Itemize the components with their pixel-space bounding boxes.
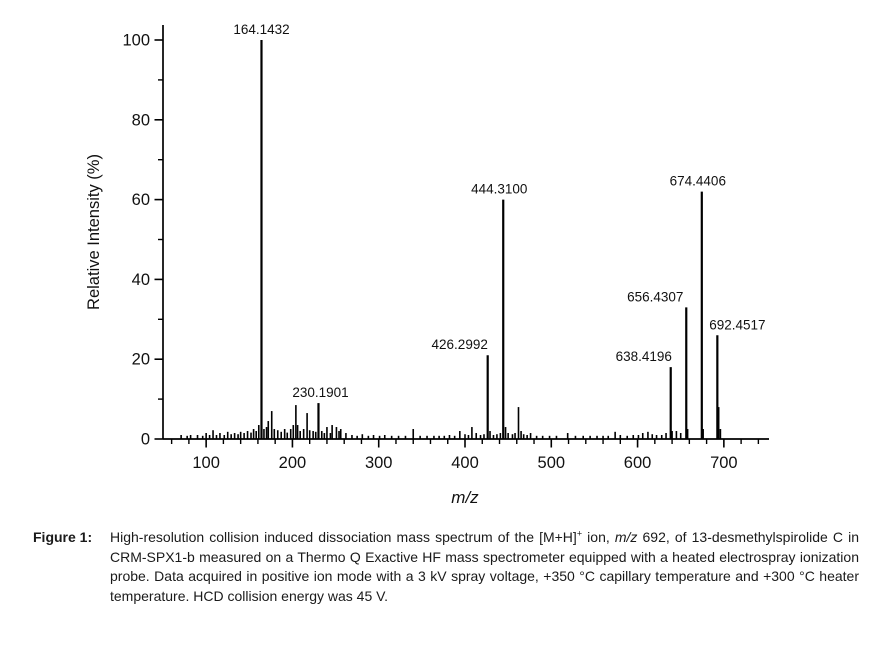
x-tick-label: 500 [538, 454, 566, 472]
y-tick-label: 80 [132, 111, 150, 129]
figure-caption-label: Figure 1: [33, 529, 93, 545]
x-tick-label: 200 [279, 454, 307, 472]
peak-label: 444.3100 [471, 182, 527, 197]
x-tick-label: 400 [451, 454, 479, 472]
caption-segment-italic: m/z [614, 529, 638, 545]
caption-segment: High-resolution collision induced dissoc… [110, 529, 577, 545]
x-tick-label: 100 [192, 454, 220, 472]
peak-label: 674.4406 [670, 174, 726, 189]
peak-label: 164.1432 [233, 22, 289, 37]
mass-spectrum-chart: 100 200 300 400 500 600 700 0 20 40 60 80 100 m/z Rela… [85, 22, 769, 507]
y-tick-label: 60 [132, 191, 150, 209]
peak-label: 426.2992 [432, 337, 488, 352]
chart-area: 100 200 300 400 500 600 700 0 20 40 60 80 100 m/z Rela… [85, 22, 769, 507]
y-tick-label: 40 [132, 271, 150, 289]
y-tick-label: 100 [122, 32, 150, 50]
axes [162, 25, 769, 440]
figure-caption-text: High-resolution collision induced dissoc… [110, 528, 859, 606]
caption-segment-sup: + [576, 528, 583, 539]
peak-labels: 164.1432 230.1901 426.2992 444.3100 638.4196… [233, 22, 765, 400]
x-tick-label: 300 [365, 454, 393, 472]
peak-label: 230.1901 [292, 385, 348, 400]
x-axis-ticks: 100 200 300 400 500 600 700 [170, 439, 760, 472]
peak-label: 692.4517 [709, 317, 765, 332]
y-axis-title: Relative Intensity (%) [85, 154, 103, 310]
y-tick-label: 20 [132, 351, 150, 369]
x-tick-label: 600 [624, 454, 652, 472]
unlabeled-peaks [180, 405, 722, 439]
x-axis-title: m/z [451, 488, 479, 507]
x-tick-label: 700 [710, 454, 738, 472]
y-axis-ticks: 0 20 40 60 80 100 [122, 32, 163, 449]
caption-segment: ion, [582, 529, 615, 545]
peak-label: 638.4196 [616, 349, 672, 364]
labeled-peaks [260, 40, 719, 439]
caption-segment: 692, of 13-desmethylspirolide C in CRM-S… [110, 529, 859, 604]
peak-label: 656.4307 [627, 289, 683, 304]
figure-caption: Figure 1: High-resolution collision indu… [33, 528, 859, 606]
y-tick-label: 0 [141, 431, 150, 449]
